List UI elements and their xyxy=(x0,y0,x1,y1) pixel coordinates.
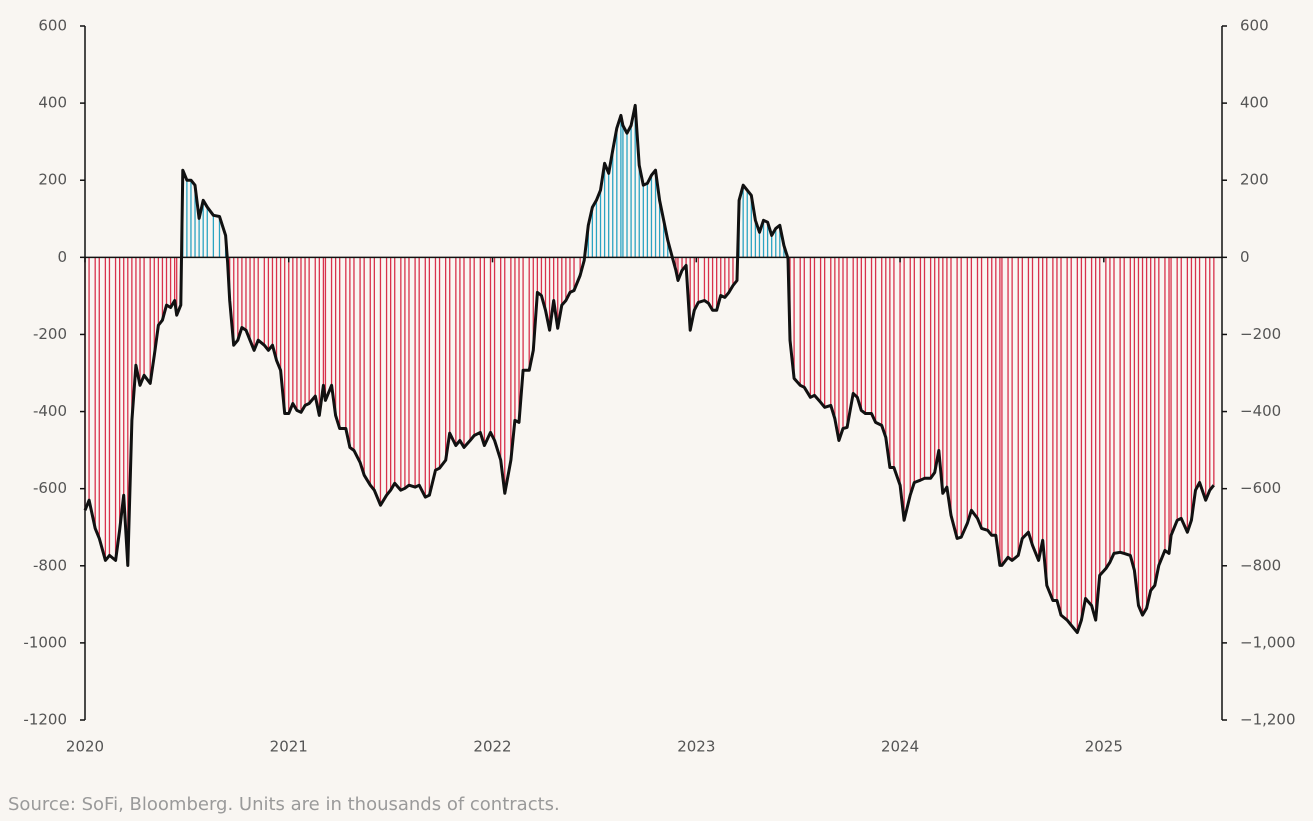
y-tick-label: -800 xyxy=(33,556,67,574)
y2-tick-label: 400 xyxy=(1240,94,1269,112)
y-tick-label: -600 xyxy=(33,479,67,497)
x-tick-label: 2021 xyxy=(270,738,308,756)
y-tick-label: 600 xyxy=(38,17,67,35)
x-tick-label: 2024 xyxy=(881,738,919,756)
y-tick-label: -200 xyxy=(33,325,67,343)
y2-tick-label: −600 xyxy=(1240,479,1281,497)
y2-tick-label: −1,200 xyxy=(1240,711,1296,729)
y2-tick-label: −200 xyxy=(1240,325,1281,343)
y2-tick-label: −400 xyxy=(1240,402,1281,420)
y-tick-label: -1000 xyxy=(23,633,67,651)
y2-tick-label: −800 xyxy=(1240,556,1281,574)
y-tick-label: 0 xyxy=(57,248,67,266)
y-tick-label: 200 xyxy=(38,171,67,189)
y2-tick-label: 600 xyxy=(1240,17,1269,35)
x-tick-label: 2023 xyxy=(677,738,715,756)
x-tick-label: 2022 xyxy=(473,738,511,756)
y2-tick-label: −1,000 xyxy=(1240,633,1296,651)
y2-tick-label: 200 xyxy=(1240,171,1269,189)
y-tick-label: -1200 xyxy=(23,711,67,729)
x-tick-label: 2025 xyxy=(1085,738,1123,756)
x-tick-label: 2020 xyxy=(66,738,104,756)
y-tick-label: 400 xyxy=(38,94,67,112)
y-tick-label: -400 xyxy=(33,402,67,420)
source-note: Source: SoFi, Bloomberg. Units are in th… xyxy=(8,794,560,815)
y2-tick-label: 0 xyxy=(1240,248,1250,266)
line xyxy=(83,103,1215,634)
